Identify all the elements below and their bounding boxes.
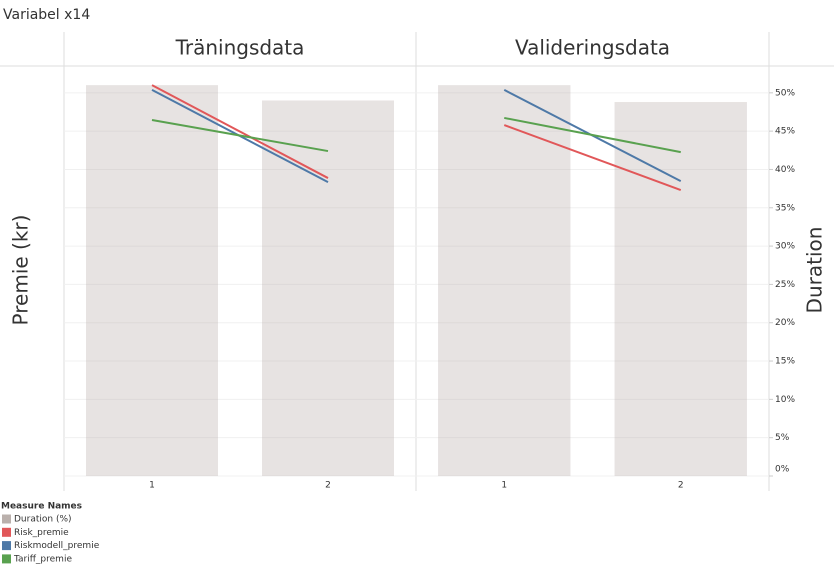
legend-title: Measure Names: [1, 502, 82, 512]
legend-label: Riskmodell_premie: [14, 541, 100, 551]
y2-tick-label: 30%: [775, 242, 795, 252]
y2-tick-label: 10%: [775, 395, 795, 405]
x-tick-label: 2: [325, 481, 331, 491]
y2-tick-label: 0%: [775, 465, 790, 475]
y2-tick-label: 15%: [775, 357, 795, 367]
legend-swatch: [2, 527, 11, 537]
y2-tick-label: 25%: [775, 280, 795, 290]
bar: [86, 85, 218, 477]
bar: [438, 85, 571, 477]
bar: [262, 100, 394, 476]
legend-label: Duration (%): [14, 515, 72, 525]
grid-layer: [64, 92, 769, 477]
panel-title: Träningsdata: [175, 36, 305, 60]
line: [503, 124, 682, 191]
y2-tick-label: 35%: [775, 203, 795, 213]
legend-label: Risk_premie: [14, 528, 69, 538]
y2-tick-label: 40%: [775, 165, 795, 175]
y2-axis-label: Duration: [803, 227, 827, 314]
panel-title: Valideringsdata: [515, 36, 670, 60]
legend-swatch: [2, 514, 11, 524]
y2-tick-label: 5%: [775, 433, 790, 443]
line: [504, 116, 681, 154]
y2-tick-label: 45%: [775, 127, 795, 137]
line: [151, 118, 329, 153]
bar: [614, 102, 747, 477]
x-tick-label: 1: [149, 481, 155, 491]
legend-swatch: [2, 541, 11, 551]
y-axis-label: Premie (kr): [9, 215, 33, 326]
page-title: Variabel x14: [3, 7, 90, 23]
x-tick-label: 2: [678, 481, 684, 491]
bar-layer: [86, 85, 747, 477]
x-tick-label: 1: [501, 481, 507, 491]
y2-tick-label: 20%: [775, 318, 795, 328]
y2-tick-label: 50%: [775, 88, 795, 98]
line: [151, 84, 329, 179]
legend-label: Tariff_premie: [13, 554, 72, 564]
legend-swatch: [2, 554, 11, 564]
line-layer: [151, 84, 682, 191]
